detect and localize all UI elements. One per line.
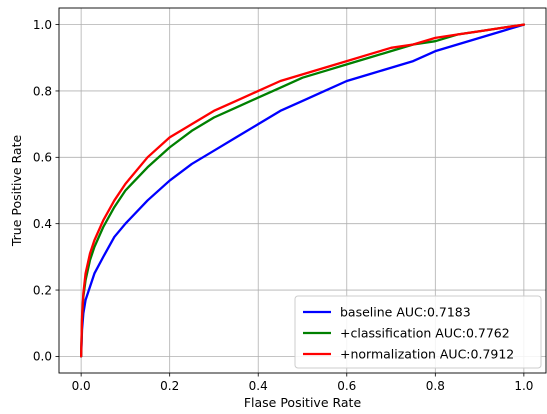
y-tick-label: 0.6 [33, 151, 52, 165]
y-tick-label: 0.8 [33, 84, 52, 98]
x-axis-label: Flase Positive Rate [244, 395, 362, 410]
x-tick-label: 0.4 [249, 379, 268, 393]
y-tick-label: 0.2 [33, 283, 52, 297]
series-layer [79, 23, 526, 358]
legend-box [294, 295, 542, 369]
legend-label: +classification AUC:0.7762 [340, 326, 510, 341]
y-axis-label: True Positive Rate [9, 135, 24, 248]
x-tick-label: 0.0 [72, 379, 91, 393]
y-tick-label: 1.0 [33, 18, 52, 32]
tick-labels: 0.0 0.2 0.4 0.6 0.8 1.0 0.0 0.2 0.4 0.6 0.8 1.0 [33, 18, 534, 393]
legend: baseline AUC:0.7183 +classification AUC:0… [294, 295, 542, 369]
grid [59, 8, 546, 373]
y-tick-label: 0.0 [33, 350, 52, 364]
x-tick-label: 0.6 [337, 379, 356, 393]
x-tick-label: 0.8 [426, 379, 445, 393]
series-line-2 [79, 23, 526, 358]
series-line-1 [79, 23, 526, 358]
y-tick-label: 0.4 [33, 217, 52, 231]
series-line-0 [79, 23, 526, 358]
plot-frame [58, 7, 547, 374]
legend-label: baseline AUC:0.7183 [340, 305, 471, 320]
x-tick-label: 0.2 [160, 379, 179, 393]
legend-label: +normalization AUC:0.7912 [340, 347, 514, 362]
ticks [55, 24, 525, 377]
x-tick-label: 1.0 [514, 379, 533, 393]
